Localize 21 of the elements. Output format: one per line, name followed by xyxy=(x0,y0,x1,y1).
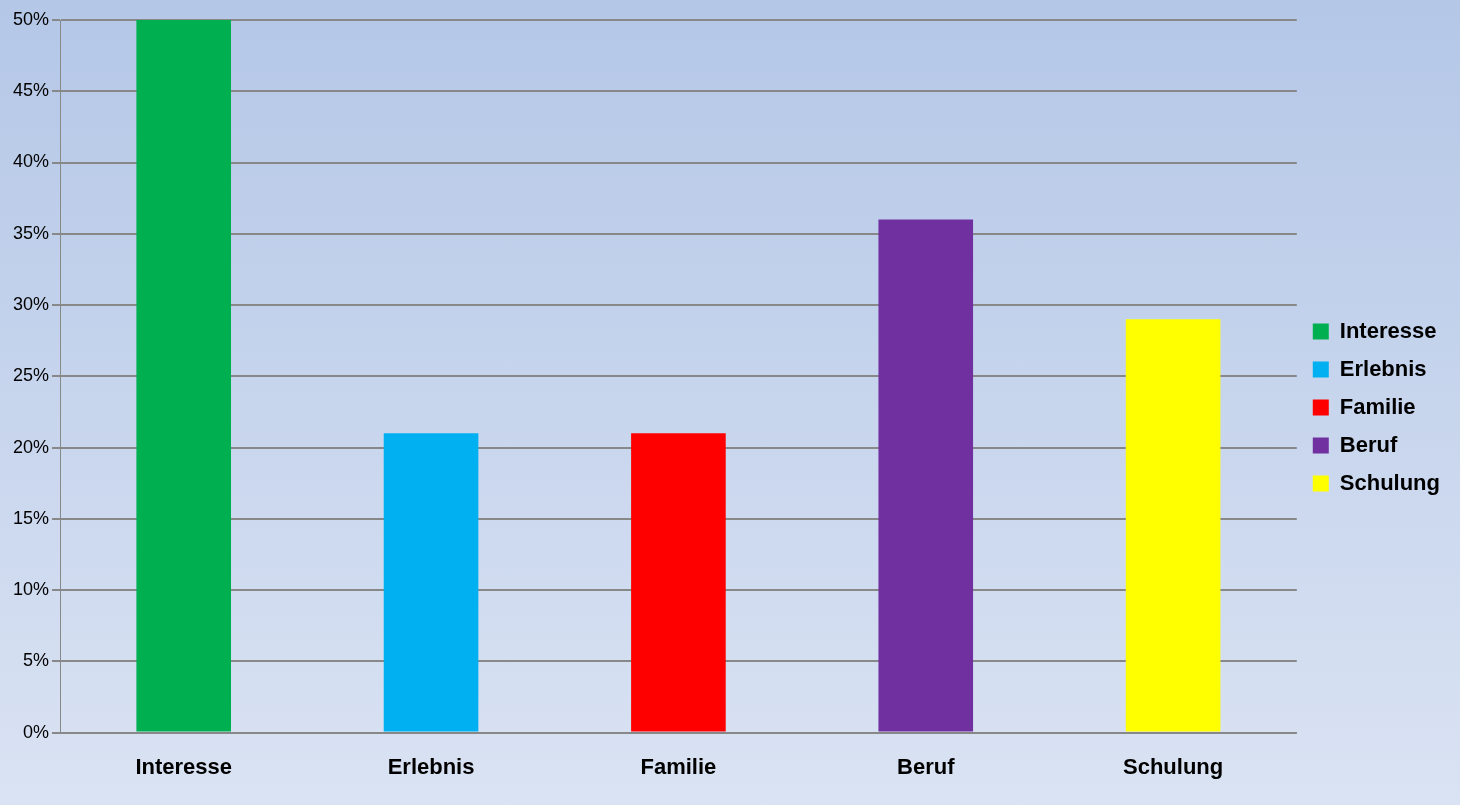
x-tick-label: Erlebnis xyxy=(387,753,475,779)
y-tick-label: 45% xyxy=(13,80,50,101)
x-tick-label: Familie xyxy=(640,753,717,779)
y-tick-label: 40% xyxy=(13,151,50,172)
y-tick-label: 0% xyxy=(23,721,50,742)
y-tick-label: 30% xyxy=(13,294,50,315)
x-tick-label: Beruf xyxy=(897,753,956,779)
legend-label: Erlebnis xyxy=(1339,355,1427,381)
y-tick-label: 15% xyxy=(13,507,50,528)
legend-label: Familie xyxy=(1339,393,1416,419)
legend-label: Schulung xyxy=(1339,469,1440,495)
y-tick-label: 10% xyxy=(13,579,50,600)
x-tick-label: Schulung xyxy=(1123,753,1224,779)
y-tick-label: 50% xyxy=(13,8,50,29)
x-tick-label: Interesse xyxy=(135,753,233,779)
y-tick-label: 35% xyxy=(13,222,50,243)
y-tick-label: 5% xyxy=(23,650,50,671)
legend-label: Beruf xyxy=(1339,431,1398,457)
y-tick-label: 25% xyxy=(13,365,50,386)
y-tick-label: 20% xyxy=(13,436,50,457)
legend-label: Interesse xyxy=(1339,317,1437,343)
